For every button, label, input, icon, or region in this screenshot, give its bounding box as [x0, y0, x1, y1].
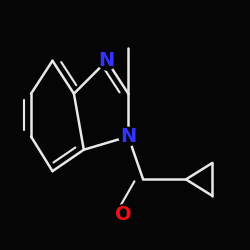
- Circle shape: [98, 52, 116, 70]
- Text: O: O: [115, 204, 132, 224]
- Text: N: N: [99, 51, 115, 70]
- Circle shape: [119, 127, 138, 146]
- Text: N: N: [120, 127, 136, 146]
- Circle shape: [114, 205, 132, 223]
